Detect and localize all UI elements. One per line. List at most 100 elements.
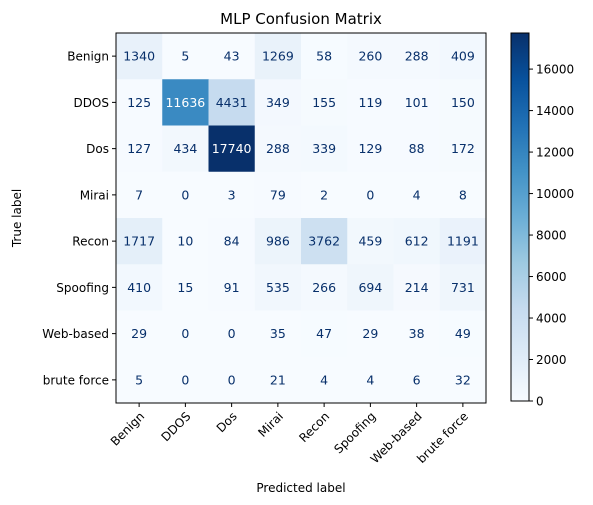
heatmap-cell (116, 79, 163, 126)
cell-value-label: 731 (451, 280, 475, 295)
cell-value-label: 4431 (216, 95, 248, 110)
heatmap-cell (254, 218, 302, 265)
colorbar-tick-label: 2000 (536, 353, 567, 367)
heatmap-cell (208, 33, 256, 80)
heatmap-cell (301, 310, 348, 358)
cell-value-label: 5 (181, 49, 189, 64)
heatmap-cells (116, 33, 487, 404)
heatmap-cell (116, 310, 163, 358)
cell-value-label: 17740 (212, 141, 252, 156)
cell-value-label: 4 (413, 187, 421, 202)
cell-value-label: 119 (358, 95, 382, 110)
cell-value-label: 0 (181, 326, 189, 341)
heatmap-cell (439, 264, 487, 311)
heatmap-cell (393, 125, 441, 173)
x-tick-label: Mirai (255, 409, 286, 440)
x-axis-ticks: Benign DDOS Dos Mirai Recon SpoofingWeb-based… (108, 403, 471, 466)
cell-value-label: 1340 (123, 49, 155, 64)
heatmap-cell (208, 125, 256, 173)
heatmap-cell (116, 171, 163, 219)
cell-value-label: 101 (405, 95, 429, 110)
heatmap-cell (162, 218, 209, 265)
heatmap-cell (162, 125, 209, 173)
cell-value-label: 0 (181, 372, 189, 387)
cell-value-label: 986 (266, 234, 290, 249)
cell-value-label: 47 (316, 326, 332, 341)
colorbar-tick-label: 12000 (536, 146, 574, 160)
colorbar-tick-label: 6000 (536, 270, 567, 284)
heatmap-cell (347, 310, 394, 358)
heatmap-cell (301, 125, 348, 173)
heatmap-cell (439, 33, 487, 80)
heatmap-cell (208, 79, 256, 126)
cell-value-label: 288 (405, 49, 429, 64)
cell-value-label: 535 (266, 280, 290, 295)
heatmap-cell (301, 79, 348, 126)
heatmap-cell (208, 264, 256, 311)
heatmap-cell (347, 79, 394, 126)
heatmap-cell (347, 125, 394, 173)
cell-value-label: 4 (320, 372, 328, 387)
cell-value-label: 3762 (308, 234, 340, 249)
cell-value-label: 8 (459, 187, 467, 202)
heatmap-cell (162, 310, 209, 358)
y-tick-label: Mirai (80, 188, 109, 202)
heatmap-cell (393, 218, 441, 265)
y-tick-label: Web-based (42, 327, 109, 341)
cell-value-label: 84 (224, 234, 240, 249)
y-tick-label: Spoofing (56, 281, 109, 295)
heatmap-cell (393, 171, 441, 219)
cell-value-label: 0 (366, 187, 374, 202)
heatmap-cell (254, 79, 302, 126)
heatmap-cell (301, 171, 348, 219)
cell-value-label: 339 (312, 141, 336, 156)
heatmap-cell (208, 171, 256, 219)
cell-value-label: 129 (358, 141, 382, 156)
heatmap-cell (116, 356, 163, 404)
y-tick-label: Recon (72, 235, 109, 249)
cell-value-label: 260 (358, 49, 382, 64)
cell-value-label: 0 (228, 372, 236, 387)
cell-value-label: 58 (316, 49, 332, 64)
cell-value-label: 1717 (123, 234, 155, 249)
heatmap-cell (116, 264, 163, 311)
heatmap-cell (393, 79, 441, 126)
x-tick-label: Dos (214, 409, 240, 435)
heatmap-cell (347, 218, 394, 265)
cell-value-label: 155 (312, 95, 336, 110)
heatmap-cell (254, 310, 302, 358)
heatmap-cell (393, 33, 441, 80)
y-tick-label: Benign (67, 50, 109, 64)
cell-value-label: 29 (131, 326, 147, 341)
cell-value-label: 79 (270, 187, 286, 202)
cell-value-label: 214 (405, 280, 429, 295)
cell-value-label: 49 (455, 326, 471, 341)
colorbar-tick-label: 4000 (536, 312, 567, 326)
cell-value-label: 11636 (165, 95, 205, 110)
cell-value-label: 43 (224, 49, 240, 64)
heatmap-cell (439, 79, 487, 126)
heatmap-cell (116, 33, 163, 80)
colorbar-ticks: 0 2000 4000 6000 8000 10000 12000 14000 16000 (529, 63, 574, 409)
heatmap-cell (301, 218, 348, 265)
y-tick-label: brute force (43, 373, 109, 387)
cell-value-label: 434 (173, 141, 197, 156)
cell-value-label: 10 (177, 234, 193, 249)
cell-value-label: 349 (266, 95, 290, 110)
cell-value-label: 5 (135, 372, 143, 387)
cell-value-label: 91 (224, 280, 240, 295)
colorbar-tick-label: 16000 (536, 63, 574, 77)
heatmap-cell (254, 171, 302, 219)
cell-value-label: 127 (127, 141, 151, 156)
heatmap-cell (254, 125, 302, 173)
cell-value-label: 0 (228, 326, 236, 341)
heatmap-cell (254, 264, 302, 311)
colorbar-tick-label: 0 (536, 395, 544, 409)
cell-value-label: 38 (409, 326, 425, 341)
heatmap-cell (439, 218, 487, 265)
heatmap-cell (254, 33, 302, 80)
y-tick-label: DDOS (73, 96, 109, 110)
heatmap-cell (347, 171, 394, 219)
